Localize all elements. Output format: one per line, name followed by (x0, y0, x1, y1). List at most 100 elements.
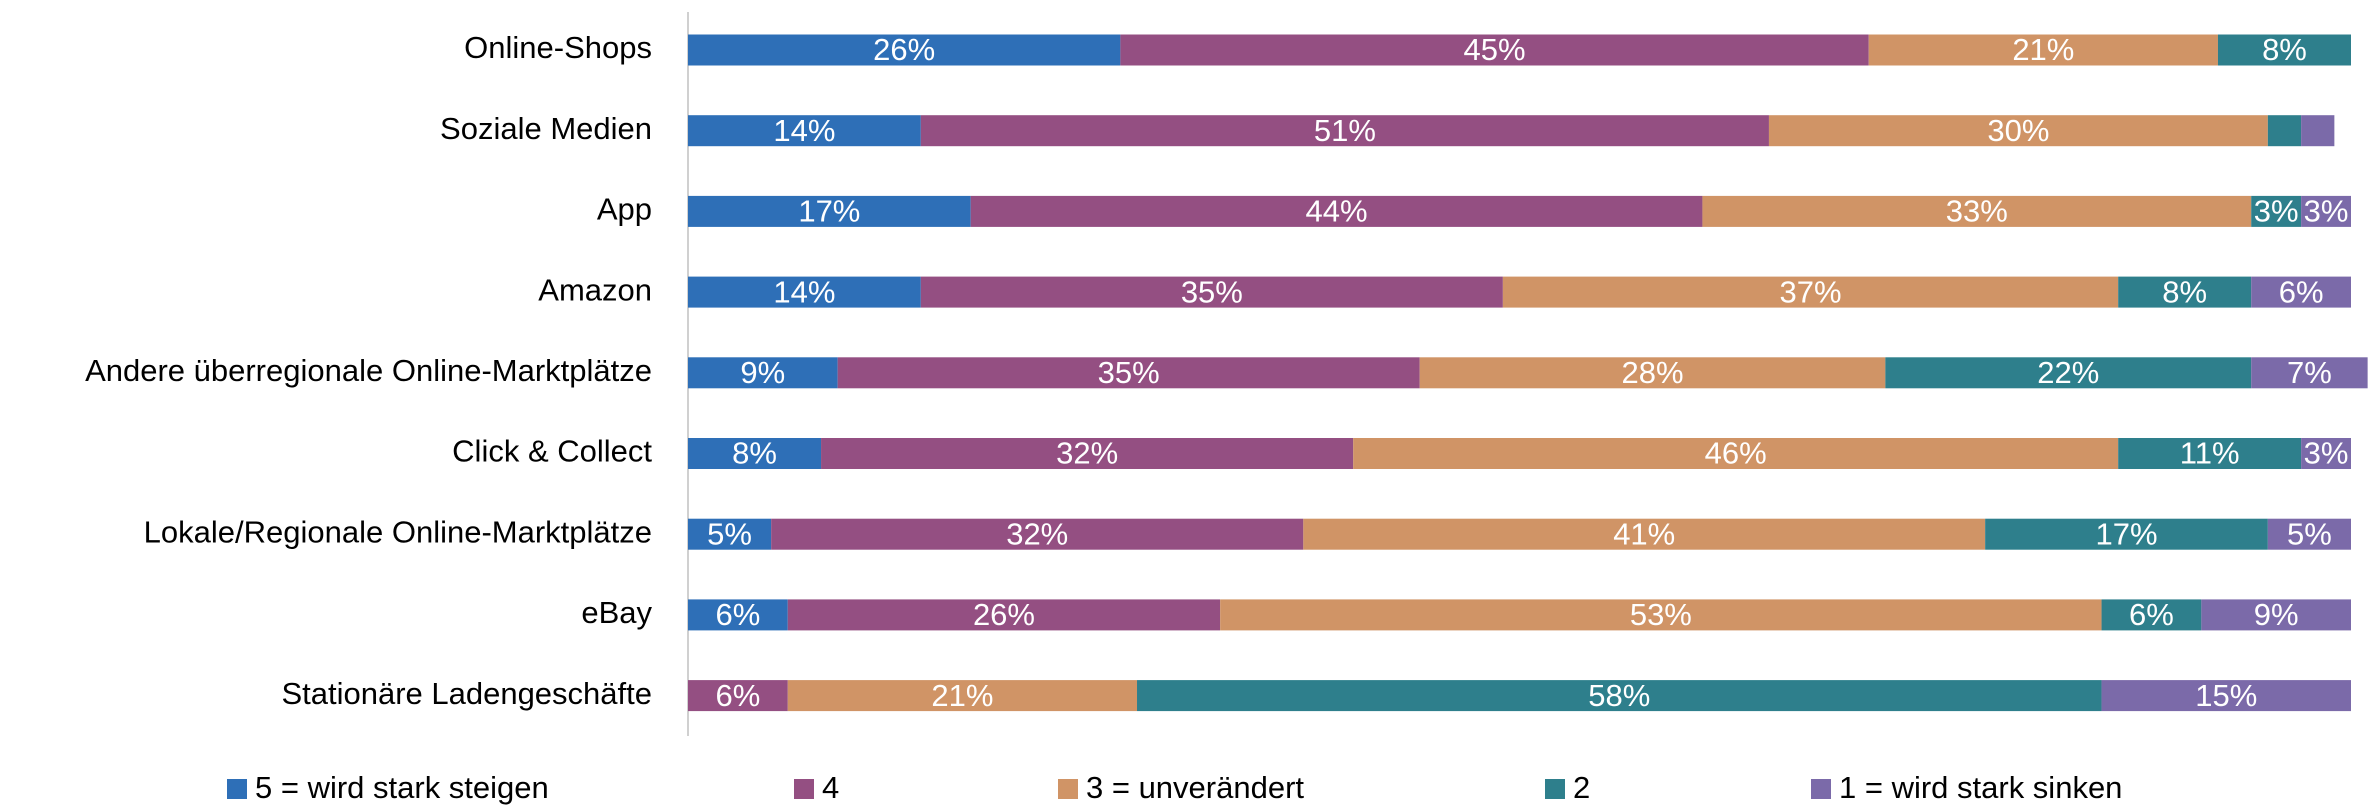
bar-segment (2301, 438, 2351, 469)
legend-label: 3 = unverändert (1086, 770, 1304, 805)
bar-segment (2251, 357, 2368, 389)
y-tick-label: Amazon (538, 272, 652, 307)
bar-segment (2301, 195, 2351, 227)
data-label: 37% (1780, 274, 1842, 309)
y-tick-label: Online-Shops (464, 30, 652, 65)
y-tick-label: Lokale/Regionale Online-Marktplätze (144, 514, 652, 549)
bar-segment (1303, 518, 1986, 550)
bar-segment (2201, 599, 2351, 631)
data-label: 11% (2180, 436, 2240, 471)
legend-label: 2 (1573, 770, 1590, 805)
bar-segment (2301, 115, 2335, 147)
bar-segment (2217, 34, 2351, 66)
bar-segment (771, 518, 1304, 550)
data-label: 6% (715, 678, 760, 713)
data-label: 28% (1622, 355, 1684, 390)
bar-segment (821, 438, 1354, 469)
data-label: 14% (773, 274, 835, 309)
bar-segment (688, 115, 921, 147)
bar-segment (2118, 276, 2252, 308)
bar-segment (970, 195, 1703, 227)
bar-segment (787, 680, 1138, 712)
data-label: 21% (2012, 32, 2074, 67)
bar-segment (688, 599, 788, 631)
data-label: 51% (1314, 113, 1376, 148)
y-tick-label: App (597, 192, 652, 227)
bar-segment (688, 438, 822, 469)
bar-segment (2267, 115, 2302, 147)
legend-label: 4 (822, 770, 839, 805)
data-label: 7% (2287, 355, 2332, 390)
y-tick-label: Click & Collect (452, 434, 652, 469)
bar-segment (2267, 518, 2351, 550)
data-label: 8% (2162, 274, 2207, 309)
bar-segment (688, 518, 772, 550)
data-label: 26% (873, 32, 935, 67)
data-label: 15% (2195, 678, 2257, 713)
data-label: 9% (740, 355, 785, 390)
bar-segment (1985, 518, 2268, 550)
data-label: 5% (707, 516, 752, 551)
bar-segment (837, 357, 1420, 389)
bar-segment (1502, 276, 2119, 308)
legend-label: 1 = wird stark sinken (1839, 770, 2122, 805)
data-label: 5% (2287, 516, 2332, 551)
bar-segment (2101, 599, 2202, 631)
data-label: 9% (2254, 597, 2299, 632)
bar-segment (1419, 357, 1886, 389)
data-label: 22% (2037, 355, 2099, 390)
bar-segment (2101, 680, 2351, 712)
data-label: 45% (1464, 32, 1526, 67)
bar-segment (1137, 680, 2102, 712)
y-tick-label: Andere überregionale Online-Marktplätze (85, 353, 652, 388)
y-tick-label: Stationäre Ladengeschäfte (281, 676, 652, 711)
data-label: 35% (1181, 274, 1243, 309)
data-label: 3% (2304, 436, 2349, 471)
data-label: 14% (773, 113, 835, 148)
bar-segment (787, 599, 1221, 631)
data-label: 17% (2095, 516, 2157, 551)
legend-swatch (227, 779, 247, 799)
legend-swatch (1811, 779, 1831, 799)
data-label: 8% (732, 436, 777, 471)
legend-swatch (794, 779, 814, 799)
bar-segment (688, 680, 788, 712)
bar-segment (688, 276, 921, 308)
data-label: 6% (715, 597, 760, 632)
data-label: 6% (2279, 274, 2324, 309)
data-label: 17% (798, 194, 860, 229)
data-label: 35% (1098, 355, 1160, 390)
data-label: 8% (2262, 32, 2307, 67)
y-tick-label: eBay (581, 595, 652, 630)
bar-segment (1885, 357, 2252, 389)
bar-segment (2118, 438, 2302, 469)
bar-segment (688, 357, 838, 389)
data-label: 41% (1613, 516, 1675, 551)
legend-swatch (1545, 779, 1565, 799)
data-label: 30% (1987, 113, 2049, 148)
bar-segment (1702, 195, 2252, 227)
data-label: 58% (1588, 678, 1650, 713)
legend-swatch (1058, 779, 1078, 799)
data-label: 3% (2254, 194, 2299, 229)
bar-segment (2251, 276, 2351, 308)
bar-segment (1353, 438, 2119, 469)
bar-segment (688, 34, 1121, 66)
data-label: 53% (1630, 597, 1692, 632)
bar-segment (1868, 34, 2218, 66)
data-label: 3% (2304, 194, 2349, 229)
data-label: 32% (1056, 436, 1118, 471)
y-tick-label: Soziale Medien (440, 111, 652, 146)
data-label: 32% (1006, 516, 1068, 551)
data-label: 46% (1705, 436, 1767, 471)
bar-segment (1220, 599, 2102, 631)
bar-segment (920, 276, 1503, 308)
bar-segment (2251, 195, 2302, 227)
data-label: 44% (1306, 194, 1368, 229)
legend-label: 5 = wird stark steigen (255, 770, 549, 805)
bar-segment (1120, 34, 1869, 66)
data-label: 26% (973, 597, 1035, 632)
bar-segment (688, 195, 971, 227)
data-label: 21% (931, 678, 993, 713)
